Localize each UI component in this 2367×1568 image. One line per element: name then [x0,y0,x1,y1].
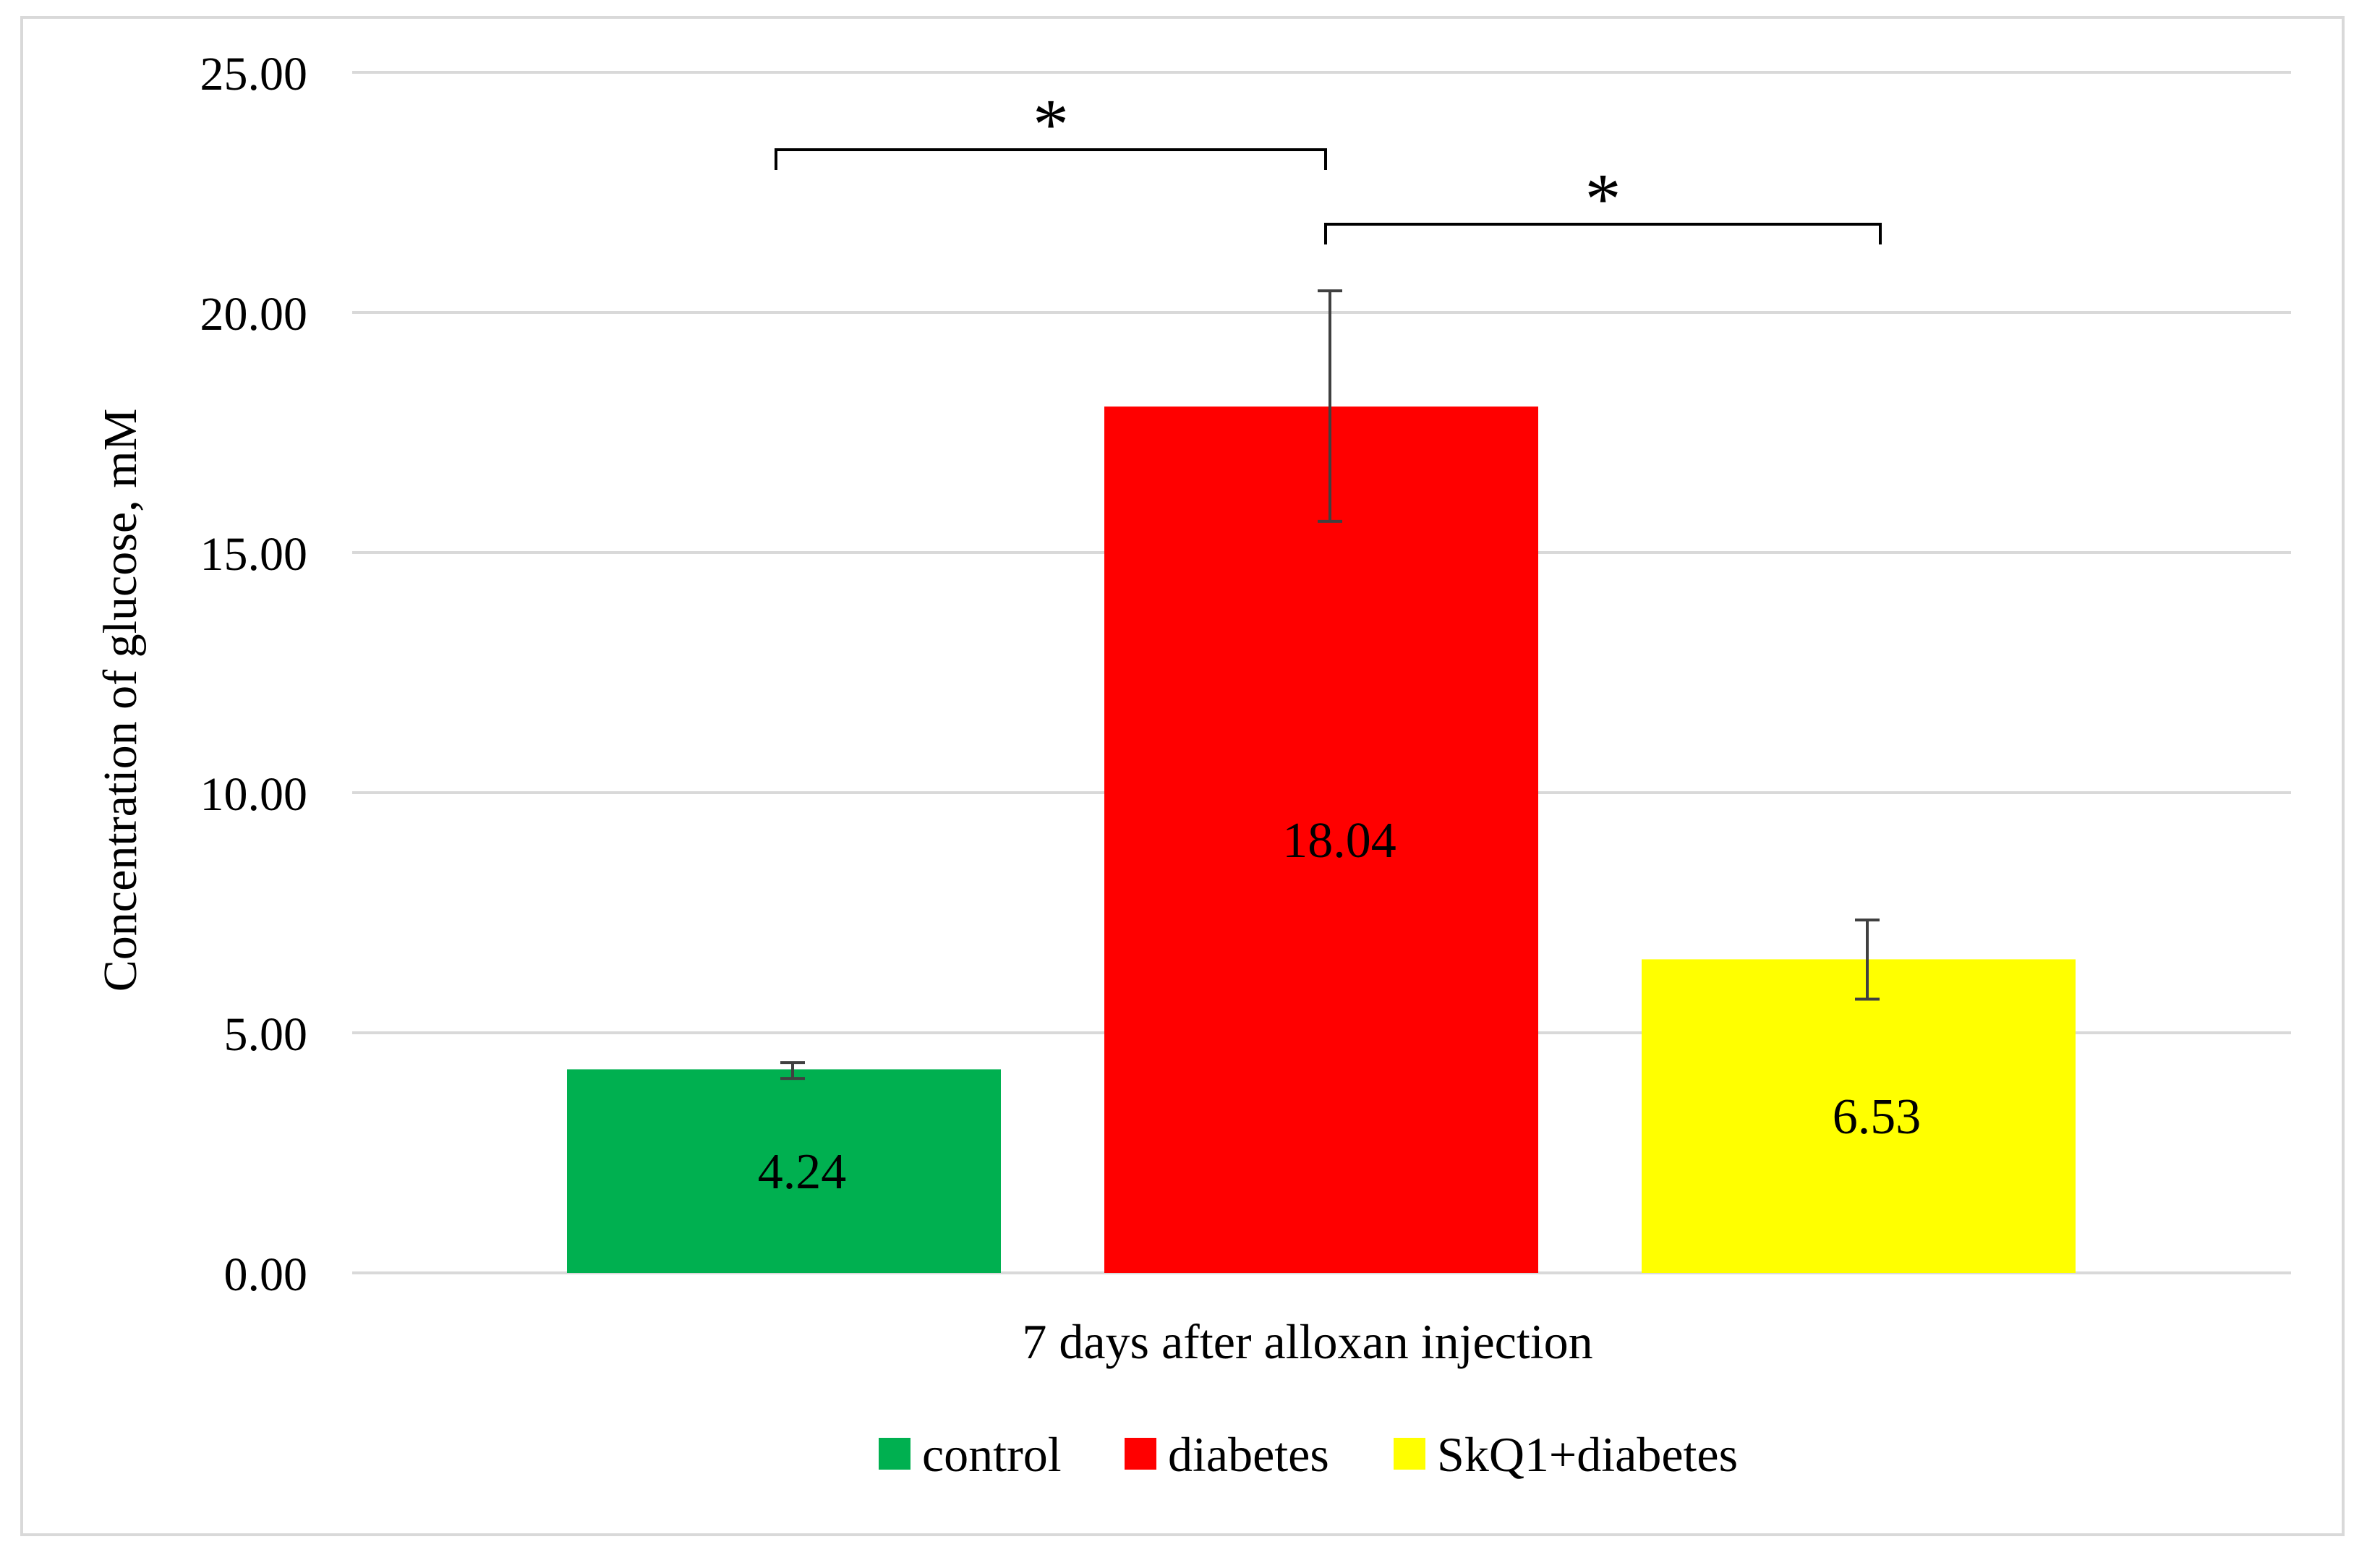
y-tick-label: 0.00 [224,1248,308,1301]
bar-control [567,1069,1001,1273]
legend-label: diabetes [1168,1427,1329,1482]
y-axis-title: Concentration of glucose, mM [94,409,147,992]
significance-bracket: * [1324,158,1882,244]
legend-label: SkQ1+diabetes [1437,1427,1738,1482]
error-bar [1318,289,1342,523]
y-axis-ticks: 0.00 5.00 10.00 15.00 20.00 25.00 [200,48,308,1301]
legend-swatch [879,1438,910,1470]
legend-swatch [1394,1438,1425,1470]
data-label: 6.53 [1833,1089,1922,1145]
y-tick-label: 20.00 [200,288,308,341]
significance-brackets: ** [775,84,1882,244]
data-label: 4.24 [758,1144,847,1200]
y-tick-label: 25.00 [200,48,308,101]
y-tick-label: 15.00 [200,528,308,581]
y-tick-label: 5.00 [224,1008,308,1061]
bar-skq1-diabetes [1642,959,2076,1273]
legend-item: SkQ1+diabetes [1394,1427,1738,1482]
bar-diabetes [1104,406,1538,1273]
y-tick-label: 10.00 [200,768,308,821]
legend-label: control [922,1427,1062,1482]
error-bar [780,1061,805,1081]
legend-item: diabetes [1125,1427,1329,1482]
significance-star: * [1585,158,1621,239]
significance-bracket: * [775,84,1327,170]
bracket-line [1324,223,1882,244]
error-bars [780,289,1880,1081]
legend-item: control [879,1427,1062,1482]
data-label: 18.04 [1282,813,1396,869]
legend: control diabetes SkQ1+diabetes [879,1427,1738,1482]
significance-star: * [1033,84,1069,164]
data-labels: 4.24 18.04 6.53 [758,813,1922,1200]
x-axis-title: 7 days after alloxan injection [1022,1314,1592,1369]
bars [567,406,2076,1273]
error-bar [1855,918,1880,1001]
bracket-line [775,148,1327,170]
legend-swatch [1125,1438,1156,1470]
